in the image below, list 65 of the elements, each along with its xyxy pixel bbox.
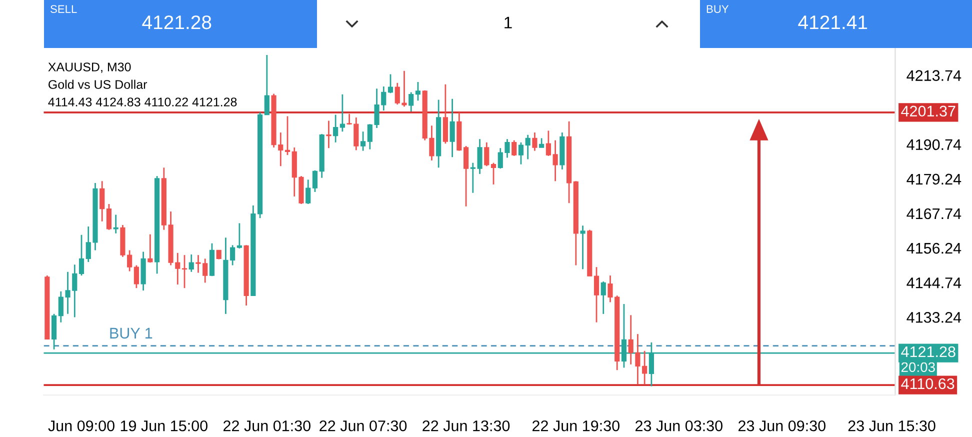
y-tick-label: 4156.24: [906, 242, 962, 254]
candlestick: [326, 120, 332, 149]
candlestick: [182, 254, 188, 289]
candlestick: [51, 313, 57, 350]
y-tick-label: 4213.74: [906, 70, 962, 81]
candlestick: [525, 134, 530, 160]
x-tick-label: 22 Jun 01:30: [224, 420, 310, 432]
x-tick-label: 23 Jun 15:30: [848, 420, 936, 432]
annotation: 4114.43 4124.83 4110.22 4121.28: [48, 98, 237, 106]
candlestick: [546, 130, 551, 157]
candlestick: [134, 264, 139, 289]
text: XAUUSD, M30: [48, 62, 131, 73]
candlestick: [148, 234, 153, 264]
candlestick: [340, 94, 345, 132]
candlestick: [216, 250, 222, 260]
text: 1: [504, 16, 512, 28]
ref-line-label: 4110.63: [901, 378, 954, 390]
candlestick: [236, 222, 242, 250]
text: BUY: [706, 5, 729, 13]
candlestick: [539, 138, 544, 148]
y-tick-label: 4133.24: [906, 312, 962, 323]
text: SELL: [50, 5, 77, 13]
candlestick: [518, 142, 524, 166]
x-tick-label: 19 Jun 15:00: [120, 420, 208, 432]
text: 20:03: [901, 362, 935, 372]
ref-line-label: 4121.28: [901, 346, 956, 358]
ref-line-label: BUY 1: [110, 328, 152, 339]
y-tick-label: 4179.24: [906, 174, 962, 185]
candlestick: [512, 140, 517, 157]
candlestick: [388, 74, 394, 94]
y-tick-label: 4167.74: [906, 208, 962, 220]
candlestick: [78, 234, 84, 276]
x-tick-label: Jun 09:00: [48, 420, 114, 432]
text: 4121.41: [798, 15, 868, 30]
text: 4121.28: [142, 15, 212, 30]
candlestick: [188, 254, 194, 273]
candlestick: [463, 145, 469, 208]
candlestick: [264, 54, 270, 116]
candlestick: [580, 224, 586, 270]
x-tick-label: 22 Jun 13:30: [422, 420, 510, 432]
candlestick: [408, 92, 414, 112]
ref-line-label: 4201.37: [901, 106, 956, 117]
candlestick: [312, 170, 318, 193]
candlestick: [333, 114, 338, 144]
y-tick-label: 4144.74: [906, 278, 962, 288]
candlestick: [552, 140, 558, 182]
candlestick: [306, 178, 311, 205]
candlestick: [532, 132, 538, 152]
x-tick-label: 22 Jun 19:30: [532, 420, 620, 432]
candlestick: [106, 203, 112, 231]
candlestick: [600, 280, 606, 315]
candlestick: [360, 130, 366, 152]
candlestick: [450, 98, 455, 158]
candlestick: [594, 266, 600, 324]
candlestick: [284, 116, 290, 156]
candlestick: [415, 81, 421, 102]
text: Gold vs US Dollar: [48, 80, 148, 89]
y-tick-label: 4190.74: [906, 139, 962, 150]
candlestick: [490, 162, 496, 186]
x-tick-label: 22 Jun 07:30: [320, 420, 407, 432]
x-tick-label: 23 Jun 03:30: [636, 420, 722, 432]
x-tick-label: 23 Jun 09:30: [738, 420, 826, 432]
candlestick: [484, 142, 490, 167]
candlestick: [113, 214, 118, 234]
candlestick: [100, 180, 105, 222]
